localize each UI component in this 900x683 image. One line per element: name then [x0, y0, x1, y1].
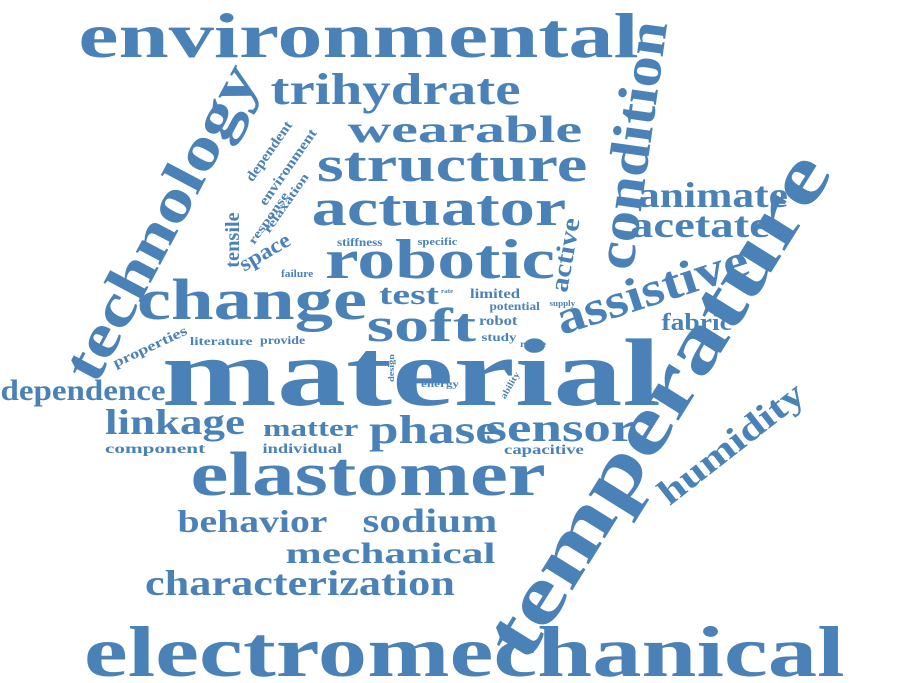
word-potential: potential — [488, 299, 540, 313]
word-material: material — [161, 319, 661, 426]
word-wearable: wearable — [347, 109, 583, 151]
word-phase: phase — [369, 407, 499, 452]
word-sodium: sodium — [362, 503, 498, 540]
word-matter: matter — [262, 416, 358, 442]
word-supply: supply — [549, 299, 575, 308]
word-rate: rate — [440, 289, 454, 295]
word-dependence: dependence — [0, 374, 166, 407]
word-stiffness: stiffness — [336, 235, 382, 249]
word-fabric: fabric — [660, 310, 732, 336]
word-sensor: sensor — [485, 405, 635, 450]
word-test: test — [378, 280, 439, 311]
word-environmental: environmental — [77, 0, 639, 71]
word-electromechanical: electromechanical — [83, 612, 845, 683]
word-behavior: behavior — [176, 503, 327, 539]
word-robot: robot — [478, 314, 518, 329]
word-change: change — [136, 267, 368, 332]
word-component: component — [104, 442, 206, 457]
word-structure: structure — [316, 136, 588, 192]
word-capacitive: capacitive — [504, 443, 584, 458]
word-trihydrate: trihydrate — [270, 65, 521, 114]
word-animate: animate — [637, 175, 789, 215]
word-robotic: robotic — [324, 229, 556, 291]
word-specific: specific — [417, 235, 457, 248]
word-characterization: characterization — [145, 563, 455, 603]
word-failure: failure — [280, 269, 314, 280]
word-linkage: linkage — [104, 402, 246, 442]
word-actuator: actuator — [311, 180, 567, 237]
word-energy: energy — [420, 378, 460, 389]
word-design: design — [386, 354, 396, 382]
word-provide: provide — [259, 333, 305, 347]
word-mechanical: mechanical — [285, 537, 495, 570]
word-study: study — [481, 330, 517, 344]
word-acetate: acetate — [630, 205, 770, 245]
word-soft: soft — [366, 299, 476, 352]
word-literature: literature — [189, 334, 253, 348]
word-individual: individual — [262, 442, 342, 457]
word-range: range — [519, 338, 547, 349]
word-elastomer: elastomer — [190, 441, 546, 509]
word-limited: limited — [470, 287, 520, 302]
